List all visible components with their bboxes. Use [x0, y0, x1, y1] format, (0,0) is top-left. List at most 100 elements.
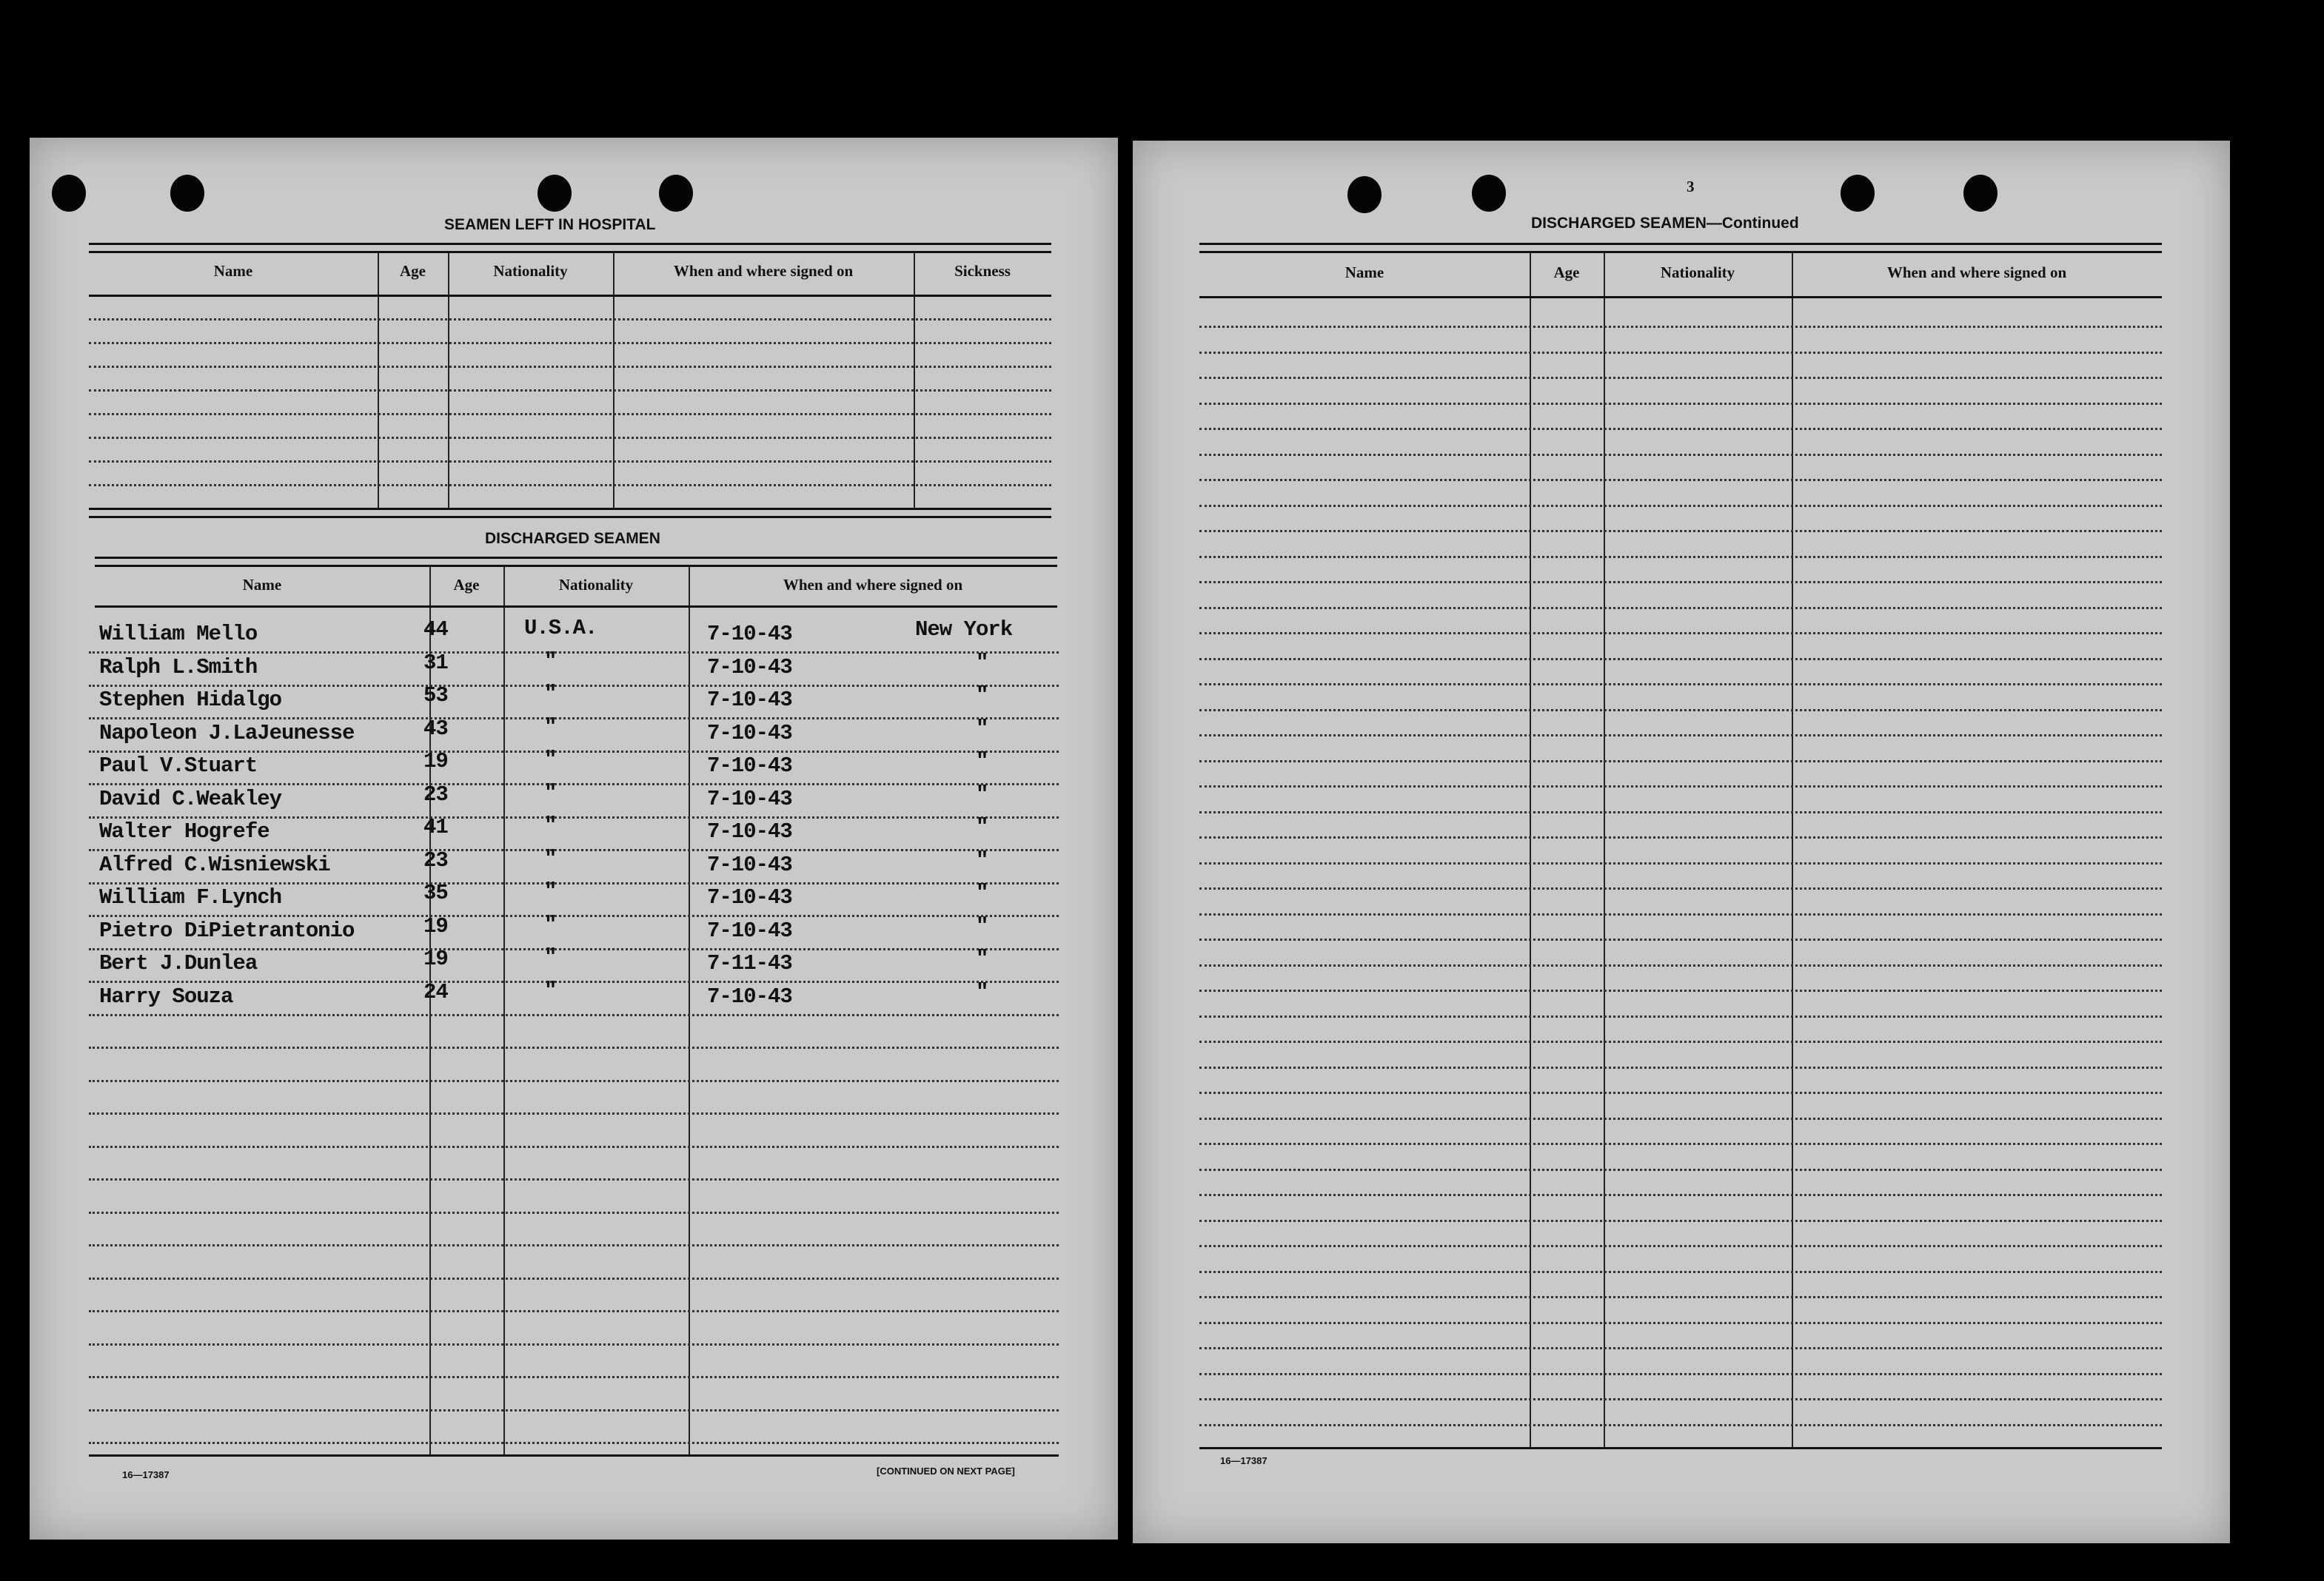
ruled-line [1199, 708, 2162, 711]
seaman-name: Walter Hogrefe [99, 819, 270, 844]
ruled-line [1199, 1015, 2162, 1018]
seaman-name: Alfred C.Wisniewski [99, 852, 331, 877]
punch-hole [1841, 175, 1875, 212]
ruled-line [1199, 1168, 2162, 1171]
signed-on-date: 7-10-43 [707, 885, 793, 910]
signed-on-place: " [976, 815, 988, 839]
signed-on-place: " [976, 782, 988, 807]
ruled-line [1199, 683, 2162, 685]
ruled-line [1199, 785, 2162, 788]
signed-on-place: " [976, 881, 988, 905]
seaman-nationality: " [544, 813, 557, 838]
ruled-line [89, 1442, 1059, 1444]
column-divider [503, 567, 505, 1454]
continued-header-2: Nationality [1660, 264, 1735, 281]
discharged-header-2: Nationality [558, 576, 634, 594]
ruled-line [89, 389, 1051, 392]
seaman-name: Pietro DiPietrantonio [99, 918, 355, 943]
ruled-line [1199, 990, 2162, 992]
seaman-name: Ralph L.Smith [99, 654, 258, 679]
ruled-line [89, 783, 1059, 785]
continued-note: [CONTINUED ON NEXT PAGE] [877, 1466, 1015, 1477]
ruled-line [1199, 351, 2162, 354]
signed-on-place: " [976, 847, 988, 873]
ruled-line [1199, 530, 2162, 532]
seaman-nationality: " [544, 912, 557, 937]
ruled-line [89, 651, 1059, 654]
ruled-line [89, 460, 1051, 463]
ruled-line [1199, 1270, 2162, 1273]
ruled-line [89, 318, 1051, 320]
ruled-line [1199, 939, 2162, 941]
ruled-line [89, 1145, 1059, 1148]
punch-hole [538, 175, 572, 212]
punch-hole [659, 175, 693, 212]
ruled-line [1199, 1398, 2162, 1400]
ruled-line [1199, 1372, 2162, 1375]
discharged-header-1: Age [453, 576, 480, 594]
column-divider [1604, 253, 1605, 1447]
header-rule [95, 605, 1057, 608]
continued-section-title: DISCHARGED SEAMEN—Continued [1531, 215, 1799, 232]
discharged-header-3: When and where signed on [783, 576, 963, 594]
continued-header-0: Name [1344, 264, 1384, 281]
right-bottom-rule [1199, 1447, 2162, 1449]
seaman-age: 19 [423, 913, 449, 939]
seaman-age: 35 [423, 881, 449, 905]
ruled-line [89, 1244, 1059, 1246]
discharged-top-rule [95, 557, 1057, 567]
seaman-name: David C.Weakley [99, 786, 282, 811]
signed-on-date: 7-10-43 [707, 819, 793, 844]
seaman-name: Paul V.Stuart [99, 753, 258, 778]
signed-on-date: 7-10-43 [707, 984, 793, 1009]
column-divider [1792, 253, 1793, 1447]
hospital-header-1: Age [400, 262, 426, 280]
ruled-line [89, 1178, 1059, 1181]
seaman-nationality: " [544, 945, 557, 970]
discharged-header-0: Name [242, 576, 282, 594]
ruled-line [1199, 504, 2162, 507]
hospital-header-4: Sickness [954, 262, 1011, 280]
ruled-line [89, 1310, 1059, 1312]
seaman-age: 31 [423, 650, 449, 675]
signed-on-place: " [976, 979, 988, 1004]
seaman-nationality: " [544, 978, 557, 1003]
hospital-header-0: Name [213, 262, 253, 280]
ruled-line [89, 1211, 1059, 1214]
page-number: 3 [1687, 178, 1695, 195]
ruled-line [1199, 606, 2162, 609]
seaman-name: William Mello [99, 622, 258, 646]
ruled-line [89, 366, 1051, 368]
column-divider [1530, 253, 1531, 1447]
ruled-line [1199, 836, 2162, 839]
column-divider [613, 253, 615, 508]
ruled-line [89, 1376, 1059, 1378]
ruled-line [1199, 453, 2162, 456]
form-number: 16—17387 [122, 1469, 170, 1480]
discharged-section-title: DISCHARGED SEAMEN [485, 530, 660, 547]
right-top-rule [1199, 243, 2162, 253]
ruled-line [1199, 479, 2162, 481]
seaman-age: 53 [423, 683, 449, 708]
ruled-line [1199, 1347, 2162, 1349]
ruled-line [1199, 1219, 2162, 1222]
punch-hole [170, 175, 204, 212]
ruled-line [89, 947, 1059, 950]
signed-on-date: 7-10-43 [707, 918, 793, 943]
seaman-age: 24 [423, 979, 449, 1004]
punch-hole [1963, 175, 1997, 212]
ruled-line [1199, 1066, 2162, 1069]
ruled-line [89, 849, 1059, 851]
signed-on-date: 7-11-43 [707, 951, 793, 976]
ruled-line [1199, 913, 2162, 916]
ruled-line [1199, 810, 2162, 813]
ruled-line [1199, 759, 2162, 762]
signed-on-place: " [976, 716, 988, 741]
signed-on-date: 7-10-43 [707, 654, 793, 679]
ruled-line [1199, 1041, 2162, 1043]
ruled-line [89, 915, 1059, 917]
seaman-age: 41 [423, 815, 449, 839]
column-divider [378, 253, 379, 508]
seaman-name: Bert J.Dunlea [99, 951, 258, 976]
ruled-line [89, 413, 1051, 415]
